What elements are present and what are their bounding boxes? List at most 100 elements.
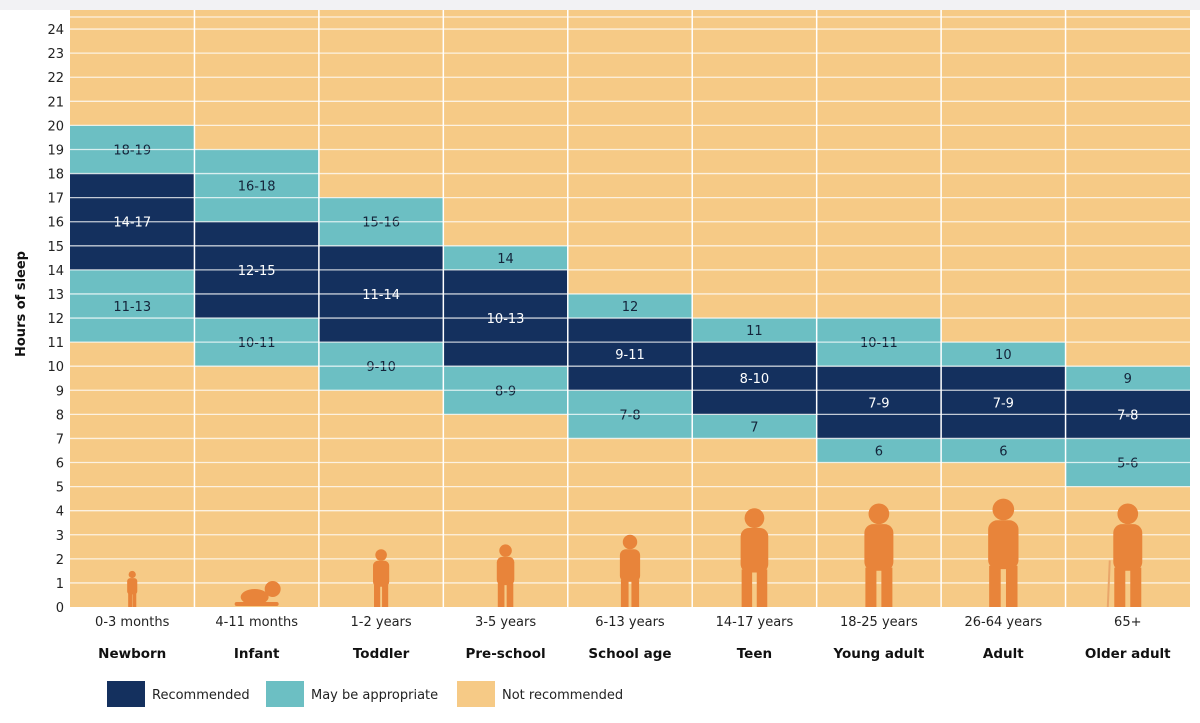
group-name-label: Young adult [832, 646, 924, 662]
teen-icon [740, 508, 769, 607]
child-icon [619, 534, 641, 607]
leg [620, 579, 629, 607]
body [619, 549, 641, 582]
y-tick-label: 16 [47, 216, 64, 231]
body [373, 560, 390, 587]
y-tick-label: 22 [47, 71, 64, 86]
may-be-appropriate-band [941, 438, 1066, 463]
leg [506, 583, 514, 607]
y-tick-label: 20 [47, 119, 64, 134]
group-name-label: Infant [234, 646, 280, 662]
band-label: 7-9 [993, 396, 1014, 411]
band-label: 15-16 [362, 216, 400, 231]
band-label: 14 [497, 252, 514, 267]
leg [881, 567, 893, 607]
band-label: 9 [1124, 372, 1132, 387]
y-tick-label: 23 [47, 47, 64, 62]
body [864, 524, 894, 571]
leg [756, 569, 768, 607]
y-tick-label: 17 [47, 192, 64, 207]
age-range-label: 26-64 years [964, 615, 1042, 630]
band-label: 12 [622, 300, 639, 315]
y-tick-label: 1 [56, 577, 64, 592]
baby-icon [127, 570, 138, 607]
toddler-icon [373, 549, 390, 607]
legend-swatch-recommended [107, 681, 145, 707]
top-bar [0, 0, 1200, 10]
y-tick-label: 13 [47, 288, 64, 303]
may-be-appropriate-band [443, 245, 568, 270]
leg [128, 593, 133, 607]
preschooler-icon [496, 544, 515, 607]
y-axis-label: Hours of sleep [14, 251, 29, 357]
y-tick-label: 10 [47, 360, 64, 375]
band-label: 11 [746, 324, 763, 339]
legend-label: Recommended [152, 688, 250, 703]
band-label: 10-11 [860, 336, 898, 351]
head [744, 508, 765, 529]
band-label: 11-13 [113, 300, 151, 315]
may-be-appropriate-band [567, 293, 693, 319]
recommended-band [567, 318, 693, 391]
band-label: 6 [999, 444, 1007, 459]
may-be-appropriate-band [692, 318, 817, 343]
group-name-label: Pre-school [465, 646, 545, 662]
y-tick-label: 24 [47, 23, 64, 38]
band-label: 10-11 [238, 336, 276, 351]
band-label: 11-14 [362, 288, 400, 303]
head [128, 570, 136, 579]
leg [865, 567, 877, 607]
may-be-appropriate-band [1065, 366, 1190, 391]
band-label: 7-9 [868, 396, 889, 411]
older-adult-icon [1106, 503, 1143, 608]
age-range-label: 0-3 months [95, 615, 170, 630]
y-tick-label: 3 [56, 529, 64, 544]
band-label: 14-17 [113, 216, 151, 231]
age-range-label: 65+ [1114, 615, 1141, 630]
y-tick-label: 12 [47, 312, 64, 327]
y-tick-label: 14 [47, 264, 64, 279]
age-range-label: 3-5 years [475, 615, 536, 630]
y-tick-label: 0 [56, 601, 64, 616]
head [622, 534, 638, 550]
band-label: 16-18 [238, 180, 276, 195]
band-label: 7-8 [619, 408, 640, 423]
y-tick-label: 18 [47, 168, 64, 183]
leg [741, 569, 753, 607]
recommended-band [692, 342, 817, 415]
y-tick-label: 15 [47, 240, 64, 255]
leg [631, 579, 640, 607]
head [1117, 503, 1139, 525]
leg [497, 583, 505, 607]
y-tick-label: 4 [56, 505, 64, 520]
body [988, 520, 1019, 570]
y-tick-label: 8 [56, 408, 64, 423]
leg [989, 565, 1001, 607]
age-range-label: 14-17 years [716, 615, 794, 630]
age-range-label: 6-13 years [595, 615, 665, 630]
legend-label: Not recommended [502, 688, 623, 703]
crawling-baby-icon [234, 581, 281, 606]
y-tick-label: 5 [56, 481, 64, 496]
may-be-appropriate-band [816, 438, 942, 463]
leg [1114, 567, 1126, 607]
band-label: 9-11 [615, 348, 645, 363]
y-tick-label: 21 [47, 95, 64, 110]
band-label: 8-9 [495, 384, 516, 399]
band-label: 12-15 [238, 264, 276, 279]
body [127, 578, 138, 595]
group-name-label: School age [588, 646, 671, 662]
may-be-appropriate-band [941, 342, 1066, 367]
body [740, 528, 769, 573]
head [499, 544, 512, 557]
legend-label: May be appropriate [311, 688, 438, 703]
band-label: 18-19 [113, 143, 151, 158]
cane [1106, 560, 1111, 608]
limbs [234, 602, 279, 606]
adult-icon [988, 498, 1019, 607]
group-name-label: Teen [737, 646, 772, 662]
group-name-label: Older adult [1085, 646, 1171, 662]
body [240, 589, 269, 605]
legend-swatch-may-be-appropriate [266, 681, 304, 707]
